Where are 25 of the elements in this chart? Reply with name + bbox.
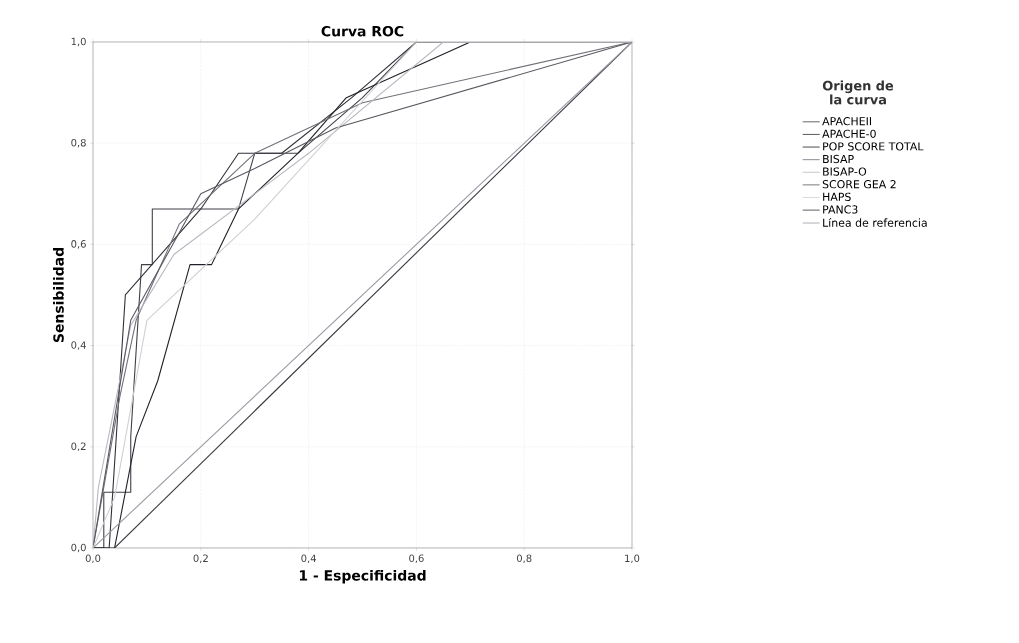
x-tick-label: 1,0: [625, 554, 640, 564]
x-tick-label: 0,2: [193, 554, 208, 564]
y-tick-label: 0,2: [71, 442, 86, 452]
x-tick-label: 0,4: [301, 554, 316, 564]
x-axis-title: 1 - Especificidad: [299, 569, 426, 584]
legend-label: POP SCORE TOTAL: [823, 142, 924, 151]
legend-label: APACHEII: [822, 117, 871, 126]
legend-label: HAPS: [823, 192, 851, 201]
legend-label: SCORE GEA 2: [822, 180, 896, 189]
legend-label: Línea de referencia: [823, 217, 927, 227]
y-tick-label: 0,4: [71, 341, 86, 350]
x-tick-label: 0,6: [409, 554, 424, 564]
legend-label: BISAP-O: [823, 167, 867, 176]
chart-title: Curva ROC: [321, 25, 404, 37]
x-tick-label: 0,8: [516, 554, 532, 564]
y-tick-label: 0,6: [71, 240, 86, 249]
y-tick-label: 0,0: [71, 543, 86, 553]
legend-label: APACHE-0: [822, 129, 876, 138]
legend-label: PANC3: [823, 205, 858, 214]
legend-title: Origen de la curva: [822, 80, 894, 105]
legend-label: BISAP: [823, 154, 854, 164]
x-tick-label: 0,0: [85, 554, 101, 564]
y-tick-label: 0,8: [71, 138, 86, 148]
y-axis-title: Sensibilidad: [53, 248, 64, 343]
y-tick-label: 1,0: [71, 37, 86, 47]
